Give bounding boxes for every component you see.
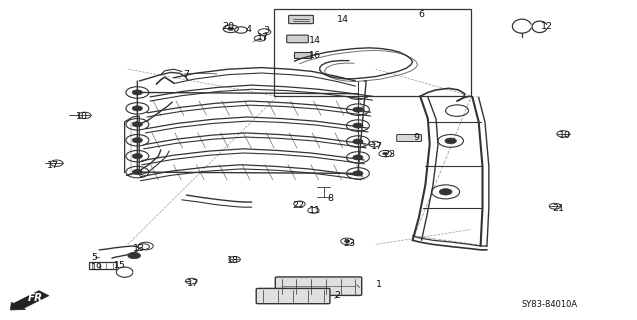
Circle shape	[445, 138, 457, 144]
Circle shape	[353, 91, 363, 96]
Circle shape	[345, 240, 350, 243]
Text: 16: 16	[310, 51, 321, 60]
FancyBboxPatch shape	[89, 262, 116, 269]
Circle shape	[353, 107, 363, 112]
Text: 14: 14	[336, 15, 348, 24]
Circle shape	[132, 138, 143, 143]
FancyArrow shape	[10, 291, 49, 310]
Circle shape	[383, 152, 388, 155]
Text: 17: 17	[187, 279, 199, 288]
Bar	[274, 9, 471, 96]
Circle shape	[227, 27, 234, 30]
FancyBboxPatch shape	[289, 15, 313, 24]
FancyBboxPatch shape	[294, 52, 311, 58]
Text: 3: 3	[263, 26, 269, 35]
Circle shape	[128, 252, 141, 259]
Circle shape	[353, 155, 363, 160]
Text: 4: 4	[246, 25, 252, 34]
Text: 17: 17	[47, 161, 59, 170]
Text: SY83-84010A: SY83-84010A	[522, 300, 578, 308]
Text: 23: 23	[383, 150, 396, 159]
FancyBboxPatch shape	[275, 277, 362, 295]
Circle shape	[353, 139, 363, 144]
Text: 13: 13	[133, 244, 145, 253]
Text: 18: 18	[227, 256, 239, 265]
Text: 17: 17	[257, 33, 269, 42]
Text: 22: 22	[292, 201, 304, 210]
Circle shape	[353, 171, 363, 176]
Circle shape	[440, 189, 452, 195]
Circle shape	[132, 170, 143, 175]
Circle shape	[132, 106, 143, 111]
Text: 6: 6	[419, 10, 424, 19]
Text: 2: 2	[334, 291, 341, 300]
Text: 7: 7	[183, 70, 189, 79]
Circle shape	[132, 90, 143, 95]
FancyBboxPatch shape	[397, 134, 422, 141]
Text: 20: 20	[222, 22, 234, 31]
Text: 15: 15	[114, 261, 126, 270]
Text: 1: 1	[376, 280, 382, 289]
FancyBboxPatch shape	[287, 35, 308, 43]
Text: 12: 12	[541, 22, 554, 31]
Text: 17: 17	[371, 142, 383, 151]
Text: 5: 5	[92, 253, 97, 262]
Text: 14: 14	[310, 36, 321, 45]
Text: 8: 8	[327, 194, 333, 204]
Circle shape	[132, 122, 143, 127]
Text: 21: 21	[553, 204, 565, 213]
Text: 10: 10	[76, 112, 88, 121]
Circle shape	[132, 154, 143, 159]
Text: 19: 19	[91, 263, 103, 272]
Circle shape	[353, 123, 363, 128]
Text: 23: 23	[343, 239, 355, 248]
FancyBboxPatch shape	[256, 288, 330, 304]
Text: FR.: FR.	[28, 293, 47, 303]
Text: 10: 10	[559, 131, 571, 140]
Text: 11: 11	[309, 206, 320, 215]
Text: 9: 9	[413, 133, 419, 142]
